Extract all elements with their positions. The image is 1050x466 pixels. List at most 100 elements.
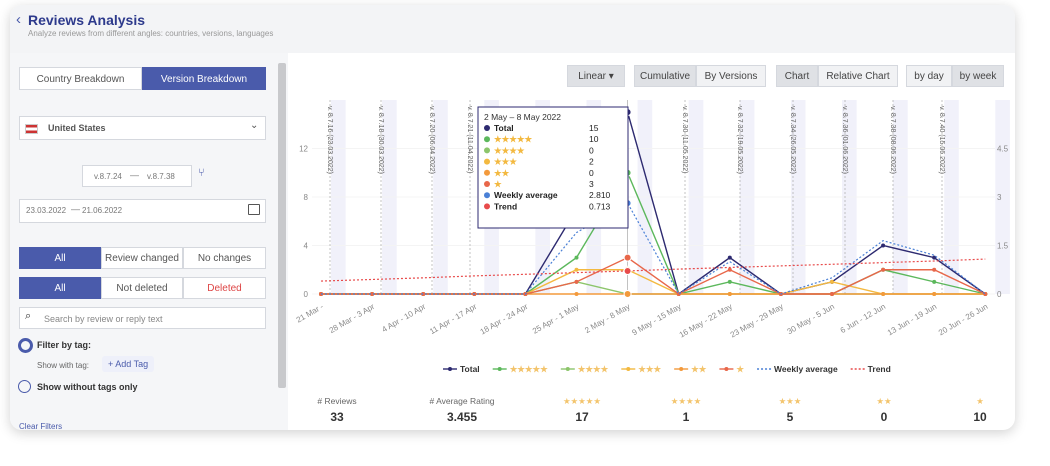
series-line — [321, 281, 986, 295]
x-tick-label: 11 Apr - 17 Apr — [428, 302, 478, 336]
summary-value: 3.455 — [447, 410, 477, 424]
version-label: v. 8.7.21 (11.04.2022) — [466, 106, 473, 173]
tooltip-dot — [484, 203, 490, 210]
x-tick-label: 2 May - 8 May — [583, 302, 631, 335]
summary-value: 17 — [575, 410, 589, 424]
tooltip-value: 10 — [589, 134, 599, 144]
clear-filters[interactable]: Clear Filters — [19, 422, 63, 430]
y2-tick-label: 4.5 — [997, 145, 1009, 154]
search-icon: ⌕ — [25, 310, 32, 322]
x-tick-label: 28 Mar - 3 Apr — [328, 302, 377, 335]
radio[interactable] — [18, 338, 33, 353]
calendar-icon[interactable] — [248, 204, 260, 215]
point — [623, 266, 632, 275]
point — [574, 255, 579, 260]
back[interactable]: ‹ — [16, 11, 21, 28]
tooltip-dot — [484, 192, 490, 199]
summary-label: ★★ — [876, 396, 892, 406]
point — [421, 292, 426, 296]
toolbar-btn[interactable]: Relative Chart — [818, 65, 898, 87]
point — [830, 279, 834, 284]
title: Reviews Analysis — [28, 12, 145, 28]
summary-label: ★★★ — [779, 396, 802, 406]
x-tick-label: 9 May - 15 May — [630, 302, 682, 337]
legend-dot — [626, 367, 631, 371]
tooltip-dot — [484, 125, 490, 131]
x-tick-label: 21 Mar - — [295, 302, 326, 325]
dash: — — [71, 204, 80, 214]
toolbar-btn[interactable]: Chart — [776, 65, 818, 87]
add-tag[interactable]: + Add Tag — [102, 356, 155, 372]
legend-dot — [724, 367, 729, 371]
summary-label: ★ — [976, 396, 984, 406]
filter-btn[interactable]: All — [19, 277, 101, 299]
point — [727, 267, 732, 272]
tooltip-name: Weekly average — [494, 190, 558, 200]
filter-btn[interactable]: No changes — [183, 247, 266, 269]
tooltip-value: 0 — [589, 145, 594, 155]
point — [881, 243, 886, 248]
filter-btn[interactable]: Review changed — [101, 247, 183, 269]
x-tick-label: 6 Jun - 12 Jun — [839, 302, 887, 335]
tab[interactable]: Country Breakdown — [19, 67, 142, 90]
tooltip-dot — [484, 169, 490, 176]
date-range[interactable] — [19, 199, 266, 223]
tooltip-value: 15 — [589, 123, 599, 133]
y-tick-label: 4 — [304, 242, 309, 251]
tooltip-name: ★★ — [494, 168, 511, 178]
toolbar-btn[interactable]: By Versions — [696, 65, 766, 87]
summary-label: ★★★★★ — [563, 396, 601, 406]
filter-btn[interactable]: All — [19, 247, 101, 269]
y-tick-label: 12 — [299, 145, 308, 154]
point — [574, 292, 579, 296]
point — [932, 267, 937, 272]
radio-label: Filter by tag: — [37, 340, 92, 350]
version-label: v. 8.7.40 (15.06.2022) — [938, 106, 945, 174]
tooltip-value: 3 — [589, 179, 594, 189]
radio[interactable] — [18, 380, 31, 393]
toolbar-btn[interactable]: by week — [952, 65, 1004, 87]
scale-select[interactable]: Linear ▾ — [567, 65, 625, 87]
series-line — [321, 202, 986, 295]
summary-value: 10 — [973, 410, 987, 424]
legend-dot — [448, 367, 452, 371]
legend-label: Total — [460, 364, 480, 374]
tooltip-title: 2 May – 8 May 2022 — [484, 112, 561, 122]
tab[interactable]: Version Breakdown — [142, 67, 266, 90]
series-line — [321, 256, 986, 295]
scrollbar[interactable] — [278, 63, 286, 388]
branch-icon[interactable]: ⑂ — [198, 167, 205, 179]
tooltip-dot — [484, 136, 490, 143]
x-tick-label: 16 May - 22 May — [678, 302, 734, 340]
summary-label: # Reviews — [317, 396, 356, 406]
toolbar-btn[interactable]: Cumulative — [634, 65, 696, 87]
header — [10, 5, 1015, 53]
tooltip-name: ★★★ — [494, 157, 518, 167]
legend-label: Weekly average — [774, 364, 838, 374]
legend-label: ★★★★★ — [510, 364, 549, 374]
point — [932, 279, 937, 284]
weekend-band — [995, 100, 1010, 294]
tooltip-value: 2.810 — [589, 190, 611, 200]
version-range[interactable] — [82, 165, 192, 187]
tooltip-box — [477, 106, 629, 229]
point — [881, 267, 886, 272]
series-line — [320, 258, 986, 282]
y2-tick-label: 1.5 — [997, 242, 1009, 251]
summary-value: 33 — [330, 410, 344, 424]
point — [623, 290, 632, 298]
country-select[interactable]: United States — [19, 116, 266, 140]
point — [370, 292, 375, 296]
tooltip-name: Trend — [494, 201, 517, 211]
filter-btn[interactable]: Deleted — [183, 277, 266, 299]
point — [574, 267, 579, 272]
legend-dot — [565, 367, 570, 371]
point — [623, 253, 632, 262]
date-to: 21.06.2022 — [82, 206, 123, 215]
filter-btn[interactable]: Not deleted — [101, 277, 183, 299]
y-tick-label: 8 — [304, 193, 309, 202]
toolbar-btn[interactable]: by day — [906, 65, 952, 87]
label: Show with tag: — [37, 361, 90, 370]
point — [727, 279, 732, 284]
search[interactable]: Search by review or reply text — [19, 307, 266, 329]
